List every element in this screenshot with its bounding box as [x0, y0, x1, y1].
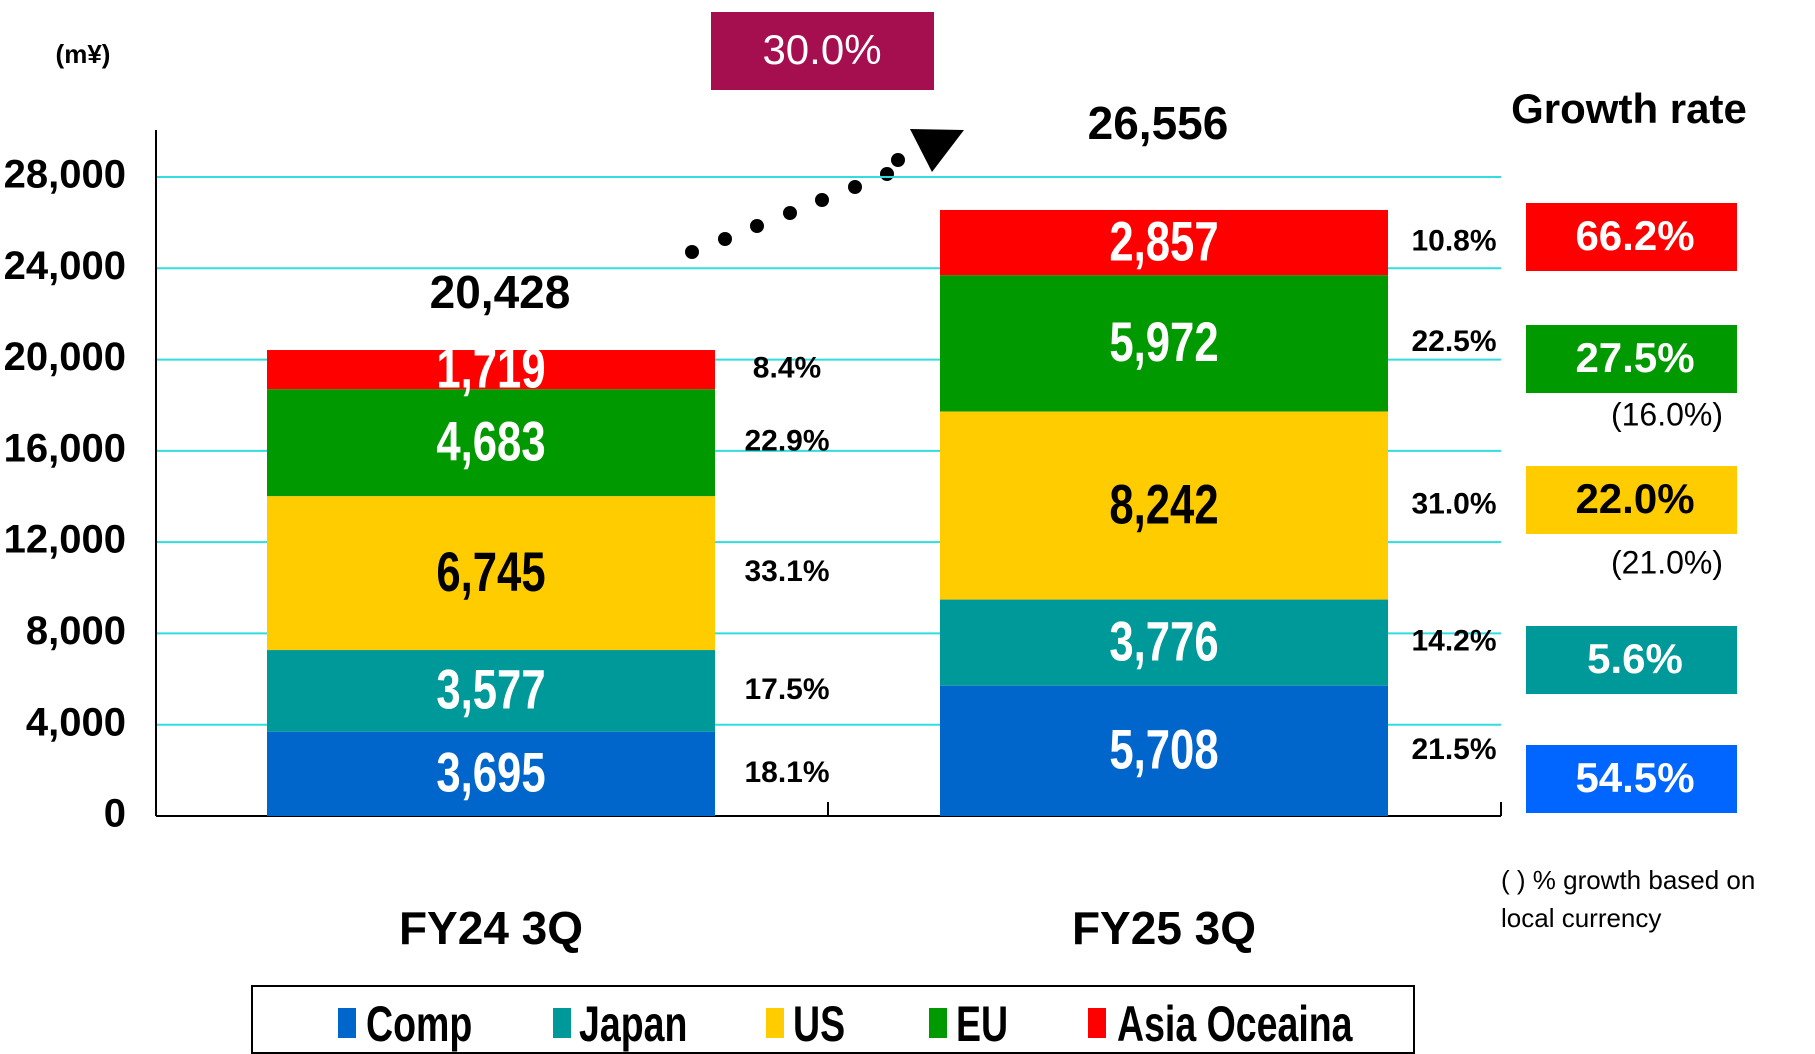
local-growth-label: (21.0%)	[1611, 544, 1723, 580]
bar-segment	[940, 599, 1388, 686]
growth-arrow	[685, 129, 964, 259]
data-label: 3,776	[1109, 610, 1218, 672]
bar-segment	[940, 411, 1388, 600]
x-tick-label: FY25 3Q	[1072, 902, 1256, 954]
bar-segment	[267, 389, 715, 497]
bar-segment	[267, 731, 715, 816]
bar-segment	[267, 650, 715, 732]
total-growth-label: 30.0%	[762, 26, 881, 73]
bar-segment	[940, 275, 1388, 412]
growth-label: 27.5%	[1575, 334, 1694, 381]
note: ( ) % growth based on	[1501, 865, 1755, 895]
growth-label: 66.2%	[1575, 212, 1694, 259]
y-tick-label: 28,000	[4, 153, 126, 197]
bar-segment	[267, 496, 715, 651]
y-tick-label: 8,000	[26, 609, 126, 653]
local-growth-label: (16.0%)	[1611, 396, 1723, 432]
share-label: 21.5%	[1411, 733, 1496, 766]
y-tick-label: 16,000	[4, 426, 126, 470]
legend-swatch	[553, 1008, 571, 1038]
share-label: 18.1%	[744, 756, 829, 789]
data-label: 4,683	[436, 410, 545, 472]
share-label: 8.4%	[753, 352, 821, 385]
total-label: 26,556	[1088, 97, 1229, 149]
growth-label: 22.0%	[1575, 475, 1694, 522]
data-label: 8,242	[1109, 473, 1218, 535]
data-label: 5,972	[1109, 311, 1218, 373]
legend-swatch	[929, 1008, 947, 1038]
y-tick-label: 20,000	[4, 335, 126, 379]
share-label: 17.5%	[744, 673, 829, 706]
legend-swatch	[338, 1008, 356, 1038]
x-tick-label: FY24 3Q	[399, 902, 583, 954]
bar-segment	[940, 209, 1388, 276]
legend-label: Japan	[579, 997, 687, 1052]
share-label: 31.0%	[1411, 487, 1496, 520]
data-label: 3,577	[436, 658, 545, 720]
bar-segment	[267, 350, 715, 390]
growth-label: 54.5%	[1575, 754, 1694, 801]
share-label: 22.9%	[744, 425, 829, 458]
bar-segment	[940, 685, 1388, 816]
data-label: 2,857	[1109, 210, 1218, 272]
note: local currency	[1501, 903, 1661, 933]
total-growth-box	[711, 12, 934, 90]
data-label: 1,719	[436, 337, 545, 399]
data-label: 5,708	[1109, 718, 1218, 780]
legend-swatch	[1088, 1008, 1106, 1038]
unit-label: (m¥)	[56, 39, 111, 69]
legend-swatch	[766, 1008, 784, 1038]
growth-title: Growth rate	[1511, 85, 1747, 132]
legend-label: Asia Oceaina	[1117, 997, 1353, 1052]
data-label: 3,695	[436, 741, 545, 803]
growth-box	[1526, 203, 1737, 271]
y-tick-label: 24,000	[4, 244, 126, 288]
legend-label: Comp	[366, 997, 472, 1052]
share-label: 14.2%	[1411, 625, 1496, 658]
growth-box	[1526, 745, 1737, 813]
share-label: 33.1%	[744, 555, 829, 588]
share-label: 10.8%	[1411, 224, 1496, 257]
growth-label: 5.6%	[1587, 635, 1683, 682]
legend-label: US	[793, 997, 845, 1052]
total-label: 20,428	[430, 266, 571, 318]
legend-box	[251, 985, 1415, 1054]
legend-label: EU	[956, 997, 1008, 1052]
share-label: 22.5%	[1411, 325, 1496, 358]
y-tick-label: 0	[104, 792, 126, 836]
growth-box	[1526, 626, 1737, 694]
growth-box	[1526, 325, 1737, 393]
data-label: 6,745	[436, 541, 545, 603]
y-tick-label: 4,000	[26, 700, 126, 744]
growth-box	[1526, 466, 1737, 534]
y-tick-label: 12,000	[4, 518, 126, 562]
